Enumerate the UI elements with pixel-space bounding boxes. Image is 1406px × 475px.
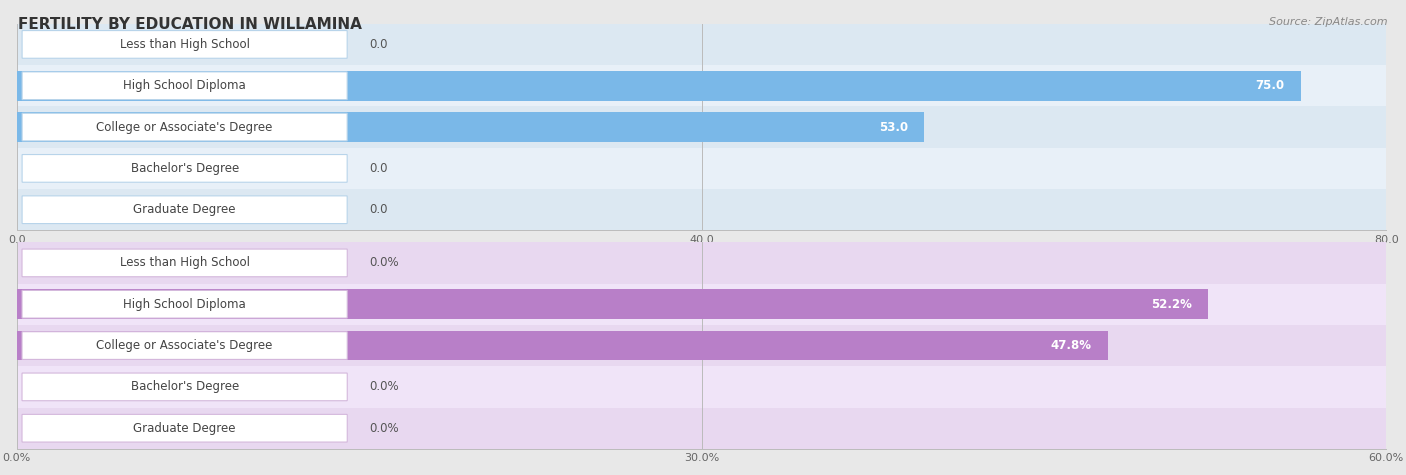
FancyBboxPatch shape — [22, 113, 347, 141]
Text: 0.0%: 0.0% — [368, 380, 398, 393]
Bar — [17, 71, 1301, 101]
FancyBboxPatch shape — [22, 373, 347, 401]
Text: High School Diploma: High School Diploma — [124, 79, 246, 92]
Text: Less than High School: Less than High School — [120, 38, 250, 51]
Bar — [17, 106, 1386, 148]
Bar — [17, 289, 1208, 319]
Bar — [17, 366, 1386, 408]
Bar — [17, 65, 1386, 106]
FancyBboxPatch shape — [22, 249, 347, 277]
FancyBboxPatch shape — [22, 154, 347, 182]
Text: 0.0%: 0.0% — [368, 256, 398, 269]
Bar — [17, 408, 1386, 449]
FancyBboxPatch shape — [22, 332, 347, 360]
Text: 52.2%: 52.2% — [1152, 298, 1192, 311]
Text: High School Diploma: High School Diploma — [124, 298, 246, 311]
Text: 0.0%: 0.0% — [368, 422, 398, 435]
Text: FERTILITY BY EDUCATION IN WILLAMINA: FERTILITY BY EDUCATION IN WILLAMINA — [18, 17, 363, 32]
Bar — [17, 24, 1386, 65]
FancyBboxPatch shape — [22, 414, 347, 442]
FancyBboxPatch shape — [22, 196, 347, 224]
Bar — [17, 242, 1386, 284]
Text: Source: ZipAtlas.com: Source: ZipAtlas.com — [1270, 17, 1388, 27]
Text: 53.0: 53.0 — [879, 121, 908, 133]
Text: Graduate Degree: Graduate Degree — [134, 422, 236, 435]
Bar — [17, 189, 1386, 230]
Bar — [17, 148, 1386, 189]
Text: 75.0: 75.0 — [1256, 79, 1284, 92]
Text: College or Associate's Degree: College or Associate's Degree — [97, 121, 273, 133]
Text: Bachelor's Degree: Bachelor's Degree — [131, 162, 239, 175]
FancyBboxPatch shape — [22, 290, 347, 318]
Bar — [17, 112, 924, 142]
Text: Less than High School: Less than High School — [120, 256, 250, 269]
Text: Bachelor's Degree: Bachelor's Degree — [131, 380, 239, 393]
Bar — [17, 331, 1108, 361]
Text: 0.0: 0.0 — [368, 38, 387, 51]
Text: College or Associate's Degree: College or Associate's Degree — [97, 339, 273, 352]
Bar — [17, 284, 1386, 325]
Text: 0.0: 0.0 — [368, 203, 387, 216]
Text: 0.0: 0.0 — [368, 162, 387, 175]
Text: Graduate Degree: Graduate Degree — [134, 203, 236, 216]
FancyBboxPatch shape — [22, 30, 347, 58]
Bar — [17, 325, 1386, 366]
FancyBboxPatch shape — [22, 72, 347, 100]
Text: 47.8%: 47.8% — [1050, 339, 1091, 352]
